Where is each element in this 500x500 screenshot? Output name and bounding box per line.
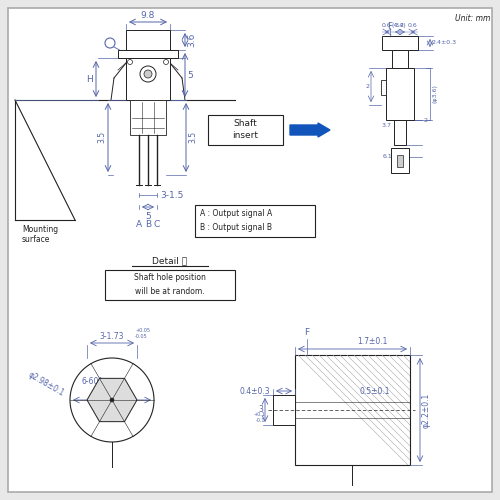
Bar (105, 270, 235, 300)
Circle shape (140, 66, 156, 82)
Text: 3: 3 (258, 406, 263, 414)
Text: (4.4): (4.4) (392, 24, 407, 28)
Text: A: A (136, 220, 142, 229)
Text: 3.2: 3.2 (395, 23, 405, 28)
Circle shape (70, 358, 154, 442)
Text: 5: 5 (187, 70, 193, 80)
Text: 2: 2 (424, 118, 428, 122)
Circle shape (128, 60, 132, 64)
Text: C: C (154, 220, 160, 229)
Text: 3-1.73: 3-1.73 (100, 332, 124, 341)
Bar (118, 50, 178, 58)
Polygon shape (87, 378, 137, 422)
Text: 3-1.5: 3-1.5 (160, 190, 184, 200)
Text: H: H (86, 74, 93, 84)
Text: +0.1
-0.1: +0.1 -0.1 (253, 412, 265, 423)
Text: (φ3.6): (φ3.6) (432, 84, 437, 103)
Text: 0.6: 0.6 (382, 23, 392, 28)
Text: 2: 2 (365, 84, 369, 88)
Bar (392, 50, 408, 68)
Text: 1.7±0.1: 1.7±0.1 (357, 337, 387, 346)
Text: Shaft: Shaft (233, 118, 257, 128)
Text: E: E (108, 38, 112, 48)
Circle shape (164, 60, 168, 64)
Text: 6.1: 6.1 (382, 154, 392, 160)
Text: A : Output signal A: A : Output signal A (200, 208, 272, 218)
Bar (382, 36, 418, 50)
Bar (397, 155, 403, 167)
Bar (273, 395, 295, 425)
Text: 0.4±0.3: 0.4±0.3 (240, 386, 270, 396)
Circle shape (91, 379, 133, 421)
Bar (130, 100, 166, 135)
Text: will be at random.: will be at random. (135, 286, 205, 296)
Text: 2.4±0.3: 2.4±0.3 (432, 40, 457, 46)
Text: Detail Ⓔ: Detail Ⓔ (152, 256, 188, 265)
Bar (394, 120, 406, 145)
Text: F: F (304, 328, 310, 337)
Circle shape (105, 38, 115, 48)
Text: Unit: mm: Unit: mm (454, 14, 490, 23)
Text: φ2.2±0.1: φ2.2±0.1 (422, 392, 431, 428)
Text: F: F (388, 22, 392, 31)
Bar (295, 355, 410, 465)
Text: 3.6: 3.6 (187, 33, 196, 47)
Circle shape (144, 70, 152, 78)
Text: 0.6: 0.6 (408, 23, 418, 28)
Bar (386, 68, 414, 120)
Text: 0.5±0.1: 0.5±0.1 (360, 388, 390, 396)
Text: B: B (145, 220, 151, 229)
Text: 5: 5 (145, 212, 151, 221)
Bar (381, 80, 386, 95)
Text: 6-60°: 6-60° (82, 378, 104, 386)
Text: 9.8: 9.8 (141, 11, 155, 20)
Text: 3.5: 3.5 (188, 131, 197, 143)
Text: B : Output signal B: B : Output signal B (200, 222, 272, 232)
Text: +0.05
-0.05: +0.05 -0.05 (135, 328, 150, 339)
Text: φ2.98±0.1: φ2.98±0.1 (27, 370, 66, 398)
Bar (126, 58, 170, 100)
Bar (208, 115, 283, 145)
Circle shape (110, 398, 114, 402)
Text: Shaft hole position: Shaft hole position (134, 274, 206, 282)
FancyArrow shape (290, 123, 330, 137)
Text: 3.7: 3.7 (382, 123, 392, 128)
Bar (126, 30, 170, 50)
Text: Mounting
surface: Mounting surface (22, 225, 58, 244)
Text: insert: insert (232, 130, 258, 140)
Bar (195, 205, 315, 237)
Bar (295, 355, 410, 465)
Bar (391, 148, 409, 173)
Text: 3.5: 3.5 (97, 131, 106, 143)
